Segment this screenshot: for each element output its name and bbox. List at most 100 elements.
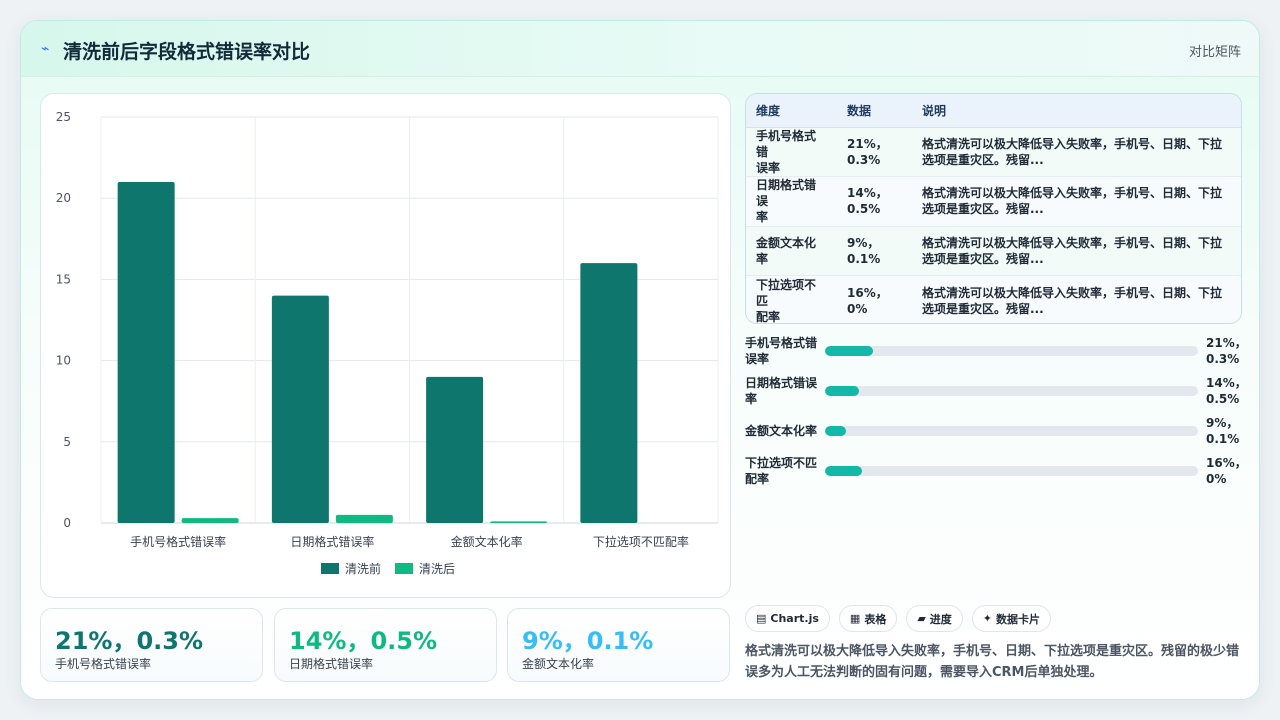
cell-line: 下拉选项不匹	[756, 277, 817, 308]
legend-item-before[interactable]: 清洗前	[321, 560, 381, 577]
table-row: 下拉选项不匹 配率 16%，0% 格式清洗可以极大降低导入失败率，手机号、日期、下…	[746, 275, 1241, 324]
cell-description: 格式清洗可以极大降低导入失败率，手机号、日期、下拉 选项是重灾区。残留...	[912, 226, 1241, 276]
cell-data: 9%， 0.1%	[837, 226, 912, 276]
label-line: 下拉选项不匹	[745, 456, 818, 470]
cell-line: 9%，	[847, 235, 880, 250]
table-icon: ▦	[849, 612, 861, 625]
metric-card-phone: 21%，0.3% 手机号格式错误率	[40, 608, 263, 682]
sparkle-icon: ✦	[982, 612, 993, 625]
progress-fill	[825, 346, 874, 356]
table-header-row: 维度 数据 说明	[746, 94, 1241, 128]
bar-before	[580, 263, 638, 523]
cell-dimension: 下拉选项不匹 配率	[746, 276, 837, 324]
progress-track	[825, 426, 1198, 436]
chip-label: 进度	[929, 612, 952, 626]
chip-label: Chart.js	[770, 612, 819, 625]
cell-line: 选项是重灾区。残留...	[922, 202, 1044, 217]
label-line: 配率	[745, 472, 770, 486]
legend-swatch-before	[321, 563, 339, 574]
cell-line: 格式清洗可以极大降低导入失败率，手机号、日期、下拉	[922, 285, 1223, 300]
metric-card-date: 14%，0.5% 日期格式错误率	[274, 608, 497, 682]
progress-value: 14%， 0.5%	[1206, 375, 1247, 407]
data-table: 维度 数据 说明 手机号格式错 误率 21%， 0.3% 格式清洗可以极大降低导入失…	[746, 94, 1241, 324]
cell-line: 选项是重灾区。残留...	[922, 251, 1044, 266]
cell-dimension: 金额文本化率	[746, 226, 837, 276]
cell-dimension: 手机号格式错 误率	[746, 127, 837, 177]
progress-label: 日期格式错误率	[745, 375, 825, 407]
progress-label: 手机号格式错 误率	[745, 335, 825, 367]
y-tick-label: 0	[63, 516, 71, 530]
cell-data: 16%，0%	[837, 276, 912, 324]
table-row: 金额文本化率 9%， 0.1% 格式清洗可以极大降低导入失败率，手机号、日期、下拉…	[746, 226, 1241, 276]
cell-line: 格式清洗可以极大降低导入失败率，手机号、日期、下拉	[922, 186, 1223, 201]
page-title: 清洗前后字段格式错误率对比	[63, 41, 311, 63]
y-tick-label: 15	[56, 272, 71, 286]
label-line: 率	[745, 392, 758, 406]
chip-data-card[interactable]: ✦ 数据卡片	[971, 605, 1052, 632]
progress-track	[825, 386, 1198, 396]
value-line: 9%，	[1206, 416, 1239, 430]
chip-chartjs[interactable]: ▤ Chart.js	[745, 605, 830, 632]
dashboard-card: ⌁ 清洗前后字段格式错误率对比 对比矩阵 0 5 10 15 20 25 手机号格式错误率日…	[20, 20, 1260, 700]
progress-row-date: 日期格式错误率 14%， 0.5%	[745, 375, 1247, 411]
y-tick-label: 10	[56, 354, 71, 368]
metric-label: 日期格式错误率	[289, 657, 374, 671]
bar-before	[117, 181, 175, 523]
bar-chart: 0 5 10 15 20 25 手机号格式错误率 日期格式错误率 金额文本化率 下拉选项不匹配率	[56, 110, 719, 549]
column-header-data: 数据	[837, 94, 912, 128]
label-line: 日期格式错误	[745, 376, 818, 390]
cell-description: 格式清洗可以极大降低导入失败率，手机号、日期、下拉 选项是重灾区。残留...	[912, 177, 1241, 227]
cell-line: 21%，	[847, 136, 888, 151]
progress-label: 下拉选项不匹 配率	[745, 455, 825, 487]
cell-description: 格式清洗可以极大降低导入失败率，手机号、日期、下拉 选项是重灾区。残留...	[912, 127, 1241, 177]
sparkle-icon: ⌁	[41, 41, 50, 57]
progress-fill	[825, 466, 863, 476]
comparison-table: 维度 数据 说明 手机号格式错 误率 21%， 0.3% 格式清洗可以极大降低导入失…	[745, 93, 1242, 324]
metric-value: 9%，0.1%	[522, 627, 654, 655]
metric-card-amount: 9%，0.1% 金额文本化率	[507, 608, 730, 682]
cell-line: 误率	[756, 160, 781, 175]
label-line: 误率	[745, 352, 770, 366]
header-badge: 对比矩阵	[1188, 45, 1241, 60]
legend-label-before: 清洗前	[345, 562, 382, 576]
header-bar: ⌁ 清洗前后字段格式错误率对比 对比矩阵	[21, 21, 1259, 77]
legend-item-after[interactable]: 清洗后	[395, 560, 455, 577]
value-line: 0.3%	[1206, 352, 1240, 366]
bar-chart-panel: 0 5 10 15 20 25 手机号格式错误率 日期格式错误率 金额文本化率 下拉选项不匹配率 …	[40, 93, 731, 598]
cell-dimension: 日期格式错误率	[746, 177, 837, 227]
cell-line: 率	[756, 210, 769, 225]
value-line: 0.5%	[1206, 392, 1240, 406]
cell-line: 0.5%	[847, 202, 881, 217]
bar-after	[490, 521, 548, 523]
value-line: 0.1%	[1206, 432, 1240, 446]
chip-label: 表格	[864, 612, 887, 626]
chart-icon: ▤	[756, 612, 767, 625]
progress-track	[825, 466, 1198, 476]
tag-chips: ▤ Chart.js ▦ 表格 ▰ 进度 ✦ 数据卡片	[745, 605, 1052, 632]
progress-label: 金额文本化率	[745, 423, 825, 439]
chip-table[interactable]: ▦ 表格	[838, 605, 898, 632]
progress-track	[825, 346, 1198, 356]
x-tick-label: 下拉选项不匹配率	[593, 534, 689, 549]
chip-progress[interactable]: ▰ 进度	[906, 605, 963, 632]
cell-line: 配率	[756, 309, 781, 324]
metric-label: 手机号格式错误率	[55, 657, 152, 671]
cell-line: 日期格式错误	[756, 178, 817, 209]
cell-line: 格式清洗可以极大降低导入失败率，手机号、日期、下拉	[922, 235, 1223, 250]
chip-label: 数据卡片	[996, 612, 1041, 626]
cell-data: 21%， 0.3%	[837, 127, 912, 177]
cell-line: 格式清洗可以极大降低导入失败率，手机号、日期、下拉	[922, 136, 1223, 151]
bar-before	[426, 376, 484, 523]
cell-line: 选项是重灾区。残留...	[922, 301, 1044, 316]
chart-legend: 清洗前 清洗后	[321, 560, 455, 577]
progress-row-amount: 金额文本化率 9%， 0.1%	[745, 415, 1242, 451]
label-line: 金额文本化率	[745, 424, 818, 438]
legend-label-after: 清洗后	[419, 562, 456, 576]
cell-line: 金额文本化率	[756, 235, 817, 266]
progress-icon: ▰	[917, 612, 926, 625]
metric-value: 21%，0.3%	[55, 627, 204, 655]
bar-after	[181, 518, 239, 523]
progress-value: 21%， 0.3%	[1206, 335, 1247, 367]
progress-value: 9%， 0.1%	[1206, 415, 1246, 447]
table-row: 日期格式错误率 14%， 0.5% 格式清洗可以极大降低导入失败率，手机号、日期、…	[746, 176, 1241, 227]
